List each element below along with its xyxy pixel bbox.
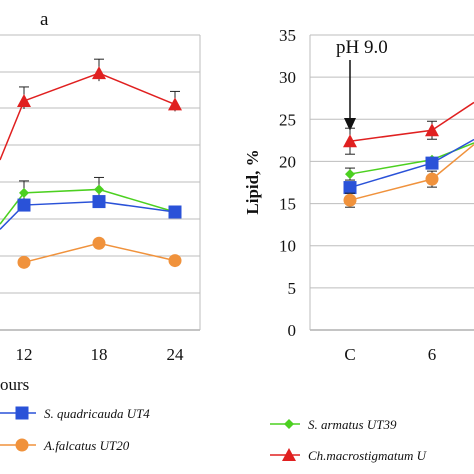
series-path [0,188,176,225]
annotation-arrowhead [344,118,356,131]
data-point [168,205,182,219]
panel-label: a [40,9,49,30]
data-point [92,66,106,80]
right-panel: 0 5 10 15 20 25 30 35 Lipid, % C 6 pH 9.0 [243,26,474,364]
y-tick-label: 15 [279,195,296,214]
data-point [425,123,439,137]
series-line [343,101,474,155]
data-point [94,184,104,195]
data-point [343,181,357,195]
series-path [349,143,474,201]
y-tick-label: 5 [288,279,297,298]
data-point [17,198,31,212]
data-point [168,97,182,111]
data-point [17,255,31,269]
x-tick-label: 18 [91,345,108,364]
data-point [17,93,31,107]
data-point [425,172,439,186]
x-tick-label: 6 [428,345,437,364]
legend-label: A.falcatus UT20 [43,438,130,453]
legend-item: A.falcatus UT20 [0,438,130,453]
legend-label: Ch.macrostigmatum U [308,448,428,463]
legend-swatch-marker [15,438,29,452]
series-line [0,195,182,230]
x-tick-label: C [344,345,355,364]
x-tick-label: 12 [16,345,33,364]
legend-swatch-marker [15,406,29,420]
legend-label: S. quadricauda UT4 [44,406,150,421]
data-point [425,156,439,170]
y-axis-label: Lipid, % [243,149,262,214]
series-line [343,138,474,195]
legend-swatch-marker [284,419,294,429]
data-point [168,254,182,268]
y-tick-label: 30 [279,68,296,87]
legend-swatch-marker [282,448,296,461]
y-tick-label: 35 [279,26,296,45]
series-path [0,72,176,161]
series-line [0,58,182,161]
y-tick-label: 20 [279,152,296,171]
data-point [345,169,355,180]
series-line [17,236,182,269]
x-axis-label: ours [0,375,29,394]
y-tick-label: 10 [279,237,296,256]
x-tick-label: 24 [167,345,185,364]
legend-label: S. armatus UT39 [308,417,397,432]
left-panel: a 12 18 24 ours [0,9,201,394]
y-tick-label: 0 [288,321,297,340]
legend: S. quadricauda UT4 A.falcatus UT20 S. arma… [0,406,428,463]
data-point [343,193,357,207]
y-tick-label: 25 [279,110,296,129]
data-point [92,195,106,209]
legend-item: Ch.macrostigmatum U [270,448,428,463]
legend-item: S. armatus UT39 [270,417,397,432]
annotation-label: pH 9.0 [336,37,388,58]
series-path [349,101,474,142]
series-path [0,200,176,230]
series-line [343,143,474,208]
data-point [92,236,106,250]
data-point [343,134,357,148]
data-point [19,187,29,198]
legend-item: S. quadricauda UT4 [0,406,150,421]
